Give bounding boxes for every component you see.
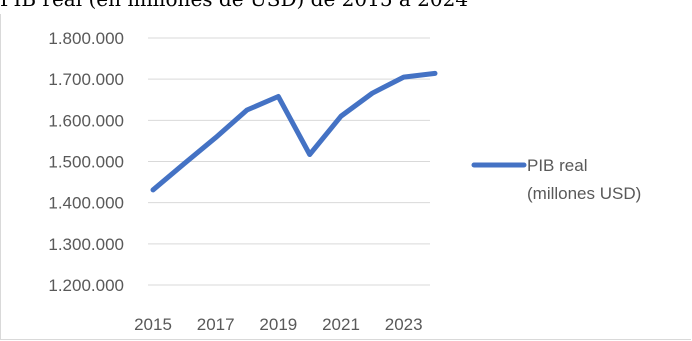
- legend: PIB real (millones USD): [471, 156, 641, 203]
- x-tick-label: 2017: [197, 315, 235, 334]
- chart-area: [0, 14, 691, 340]
- y-tick-label: 1.600.000: [48, 111, 124, 130]
- y-tick-label: 1.800.000: [48, 29, 124, 48]
- x-tick-label: 2019: [259, 315, 297, 334]
- x-tick-label: 2021: [322, 315, 360, 334]
- x-tick-label: 2023: [385, 315, 423, 334]
- y-tick-label: 1.400.000: [48, 194, 124, 213]
- y-tick-label: 1.300.000: [48, 235, 124, 254]
- series-line: [150, 70, 438, 193]
- x-tick-label: 2015: [134, 315, 172, 334]
- y-tick-label: 1.200.000: [48, 276, 124, 295]
- series-layer: [150, 70, 438, 193]
- y-tick-label: 1.700.000: [48, 70, 124, 89]
- chart-title: PIB real (en millones de USD) de 2015 a …: [0, 0, 468, 11]
- y-axis-ticks: 1.800.000 1.700.000 1.600.000 1.500.000 1.40…: [48, 29, 124, 295]
- legend-label: PIB real: [527, 156, 587, 175]
- gridlines: [148, 37, 430, 286]
- y-tick-label: 1.500.000: [48, 153, 124, 172]
- legend-label: (millones USD): [527, 184, 641, 203]
- x-axis-ticks: 2015 2017 2019 2021 2023: [134, 315, 422, 334]
